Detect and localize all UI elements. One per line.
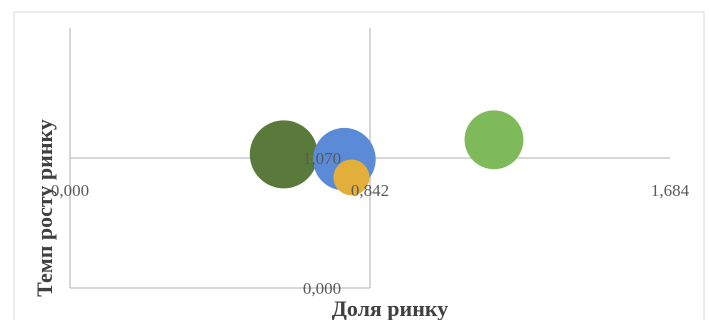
x-tick-label-mid: 0,842 [351, 181, 389, 200]
x-axis-title: Доля ринку [332, 296, 449, 320]
y-tick-label-min: 0,000 [303, 279, 341, 298]
tick-labels: 0,000 0,842 1,684 0,000 1,070 [51, 149, 690, 298]
x-tick-label-min: 0,000 [51, 181, 89, 200]
bubbles [249, 110, 524, 196]
chart-border [13, 11, 705, 320]
y-axis-title: Темп росту ринку [32, 119, 57, 297]
bubble-1 [249, 120, 318, 189]
bubble-4 [464, 110, 524, 170]
bubble-3 [333, 159, 370, 196]
x-tick-label-max: 1,684 [651, 181, 690, 200]
y-tick-label-mid: 1,070 [303, 149, 341, 168]
